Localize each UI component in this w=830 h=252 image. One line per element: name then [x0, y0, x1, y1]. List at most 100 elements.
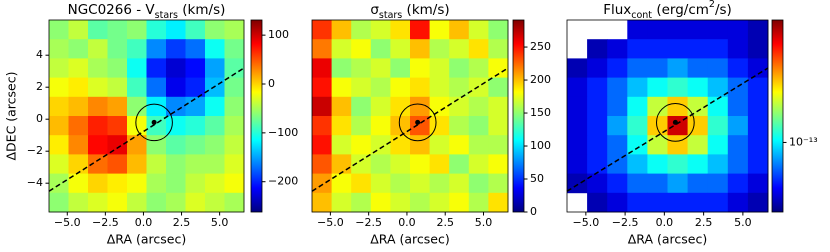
map-pixel — [488, 77, 509, 98]
map-pixel — [49, 173, 69, 194]
map-pixel — [205, 116, 225, 136]
map-pixel — [488, 96, 509, 117]
map-pixel — [667, 39, 688, 59]
map-pixel — [627, 154, 648, 174]
map-pixel — [312, 39, 332, 59]
map-pixel — [390, 173, 411, 194]
map-pixel — [727, 39, 749, 59]
map-pixel — [107, 135, 128, 155]
map-pixel — [88, 135, 108, 155]
map-pixel — [312, 154, 332, 174]
map-pixel — [185, 135, 206, 155]
map-pixel — [449, 192, 470, 213]
title-part: (km/s) — [402, 2, 449, 18]
map-pixel — [429, 154, 450, 174]
map-pixel — [331, 116, 352, 136]
map-pixel — [707, 77, 729, 98]
map-pixel — [312, 173, 332, 194]
map-pixel — [488, 39, 509, 59]
map-pixel — [224, 192, 245, 213]
map-pixel — [127, 58, 147, 78]
aperture — [398, 103, 437, 142]
map-pixel — [312, 116, 332, 136]
map-pixel — [449, 20, 470, 40]
x-tick-label: −2.5 — [92, 216, 119, 229]
map-pixel — [146, 116, 167, 136]
map-pixel — [707, 173, 729, 194]
map-pixel — [166, 135, 186, 155]
map-pixel — [390, 96, 411, 117]
map-pixel — [68, 20, 89, 40]
map-pixel — [488, 192, 509, 213]
map-pixel — [627, 192, 648, 213]
map-pixel — [627, 20, 648, 40]
map-pixel — [627, 77, 648, 98]
map-pixel — [747, 20, 769, 40]
map-pixel — [488, 154, 509, 174]
map-pixel — [410, 173, 430, 194]
map-pixel — [205, 154, 225, 174]
colorbar-tick-label: 0 — [530, 205, 537, 218]
colorbar-tick-label: 100 — [530, 139, 551, 152]
map-pixel — [331, 192, 352, 213]
map-pixel — [449, 173, 470, 194]
map-pixel — [185, 77, 206, 98]
map-pixel — [351, 58, 372, 78]
x-tick-label: 5.0 — [475, 216, 493, 229]
aperture — [135, 103, 173, 142]
map-pixel — [410, 39, 430, 59]
x-tick-label: 2.5 — [173, 216, 191, 229]
map-pixel — [68, 58, 89, 78]
map-pixel — [351, 116, 372, 136]
map-pixel — [587, 58, 608, 78]
axes-frame — [311, 19, 509, 213]
map-pixel — [205, 39, 225, 59]
panel-title: Fluxcont (erg/cm2/s) — [603, 0, 732, 21]
map-pixel — [607, 96, 628, 117]
x-axis-label: ΔRA (arcsec) — [370, 232, 449, 247]
map-pixel — [370, 96, 391, 117]
map-pixel — [727, 58, 749, 78]
map-pixel — [370, 135, 391, 155]
map-pixel — [49, 135, 69, 155]
map-pixel — [88, 154, 108, 174]
map-pixel — [331, 20, 352, 40]
map-pixel — [567, 154, 588, 174]
map-pixel — [146, 154, 167, 174]
map-pixel — [707, 116, 729, 136]
map-pixel — [127, 39, 147, 59]
title-part: NGC0266 - V — [68, 2, 156, 18]
map-pixel — [49, 20, 69, 40]
map-pixel — [429, 77, 450, 98]
map-pixel — [727, 77, 749, 98]
map-pixel — [607, 192, 628, 213]
colorbar-tick-label: −100 — [268, 126, 298, 139]
y-tick-label: 4 — [36, 48, 43, 61]
map-pixel — [667, 154, 688, 174]
title-part: /s) — [715, 2, 732, 18]
map-pixel — [449, 58, 470, 78]
map-pixel — [410, 154, 430, 174]
map-pixel — [627, 96, 648, 117]
map-pixel — [185, 58, 206, 78]
map-pixel — [647, 154, 668, 174]
map-pixel — [410, 116, 430, 136]
colorbar-tick-label: 200 — [530, 73, 551, 86]
map-pixel — [747, 96, 769, 117]
map-pixel — [727, 135, 749, 155]
map-pixel — [205, 135, 225, 155]
map-pixel — [224, 173, 245, 194]
map-pixel — [707, 135, 729, 155]
map-pixel — [351, 192, 372, 213]
colorbar-tick-label: −200 — [268, 175, 298, 188]
map-pixel — [707, 58, 729, 78]
map-pixel — [488, 173, 509, 194]
map-pixel — [127, 154, 147, 174]
map-pixel — [390, 77, 411, 98]
y-tick-label: −2 — [27, 144, 43, 157]
map-pixel — [647, 135, 668, 155]
map-pixel — [449, 77, 470, 98]
map-pixel — [747, 192, 769, 213]
map-pixel — [312, 58, 332, 78]
map-pixel — [205, 96, 225, 117]
